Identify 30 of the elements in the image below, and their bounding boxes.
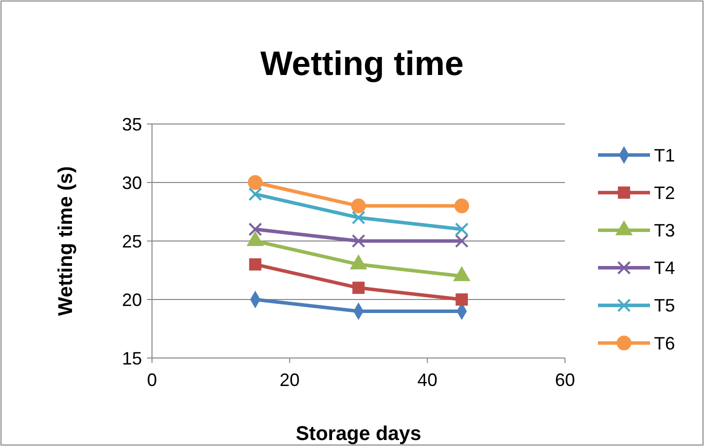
x-tick-label: 0 — [146, 370, 158, 390]
point — [454, 222, 469, 236]
legend-label: T3 — [654, 220, 676, 240]
point — [351, 198, 366, 214]
x-tick-label: 60 — [554, 370, 576, 390]
x-axis-title: Storage days — [296, 423, 422, 445]
y-tick-label: 35 — [122, 114, 142, 134]
legend-label: T2 — [654, 182, 676, 203]
x-tick-label: 40 — [417, 370, 438, 390]
point — [352, 282, 365, 294]
y-tick-label: 25 — [122, 231, 142, 252]
legend-label: T4 — [654, 258, 676, 278]
point — [352, 210, 366, 224]
point — [454, 198, 470, 214]
legend-label: T6 — [654, 333, 676, 354]
y-tick-label: 30 — [122, 172, 142, 193]
point — [248, 222, 262, 236]
point — [352, 234, 366, 248]
y-tick-label: 20 — [122, 290, 142, 310]
point — [248, 187, 262, 202]
point — [248, 175, 263, 190]
point — [249, 258, 262, 271]
y-tick-label: 15 — [122, 348, 142, 368]
y-axis-title: Wetting time (s) — [55, 166, 77, 316]
legend-label: T1 — [654, 145, 676, 166]
point — [456, 293, 468, 306]
x-tick-label: 20 — [280, 370, 300, 390]
point — [454, 234, 469, 248]
legend-label: T5 — [654, 296, 676, 316]
chart-title: Wetting time — [260, 45, 464, 83]
